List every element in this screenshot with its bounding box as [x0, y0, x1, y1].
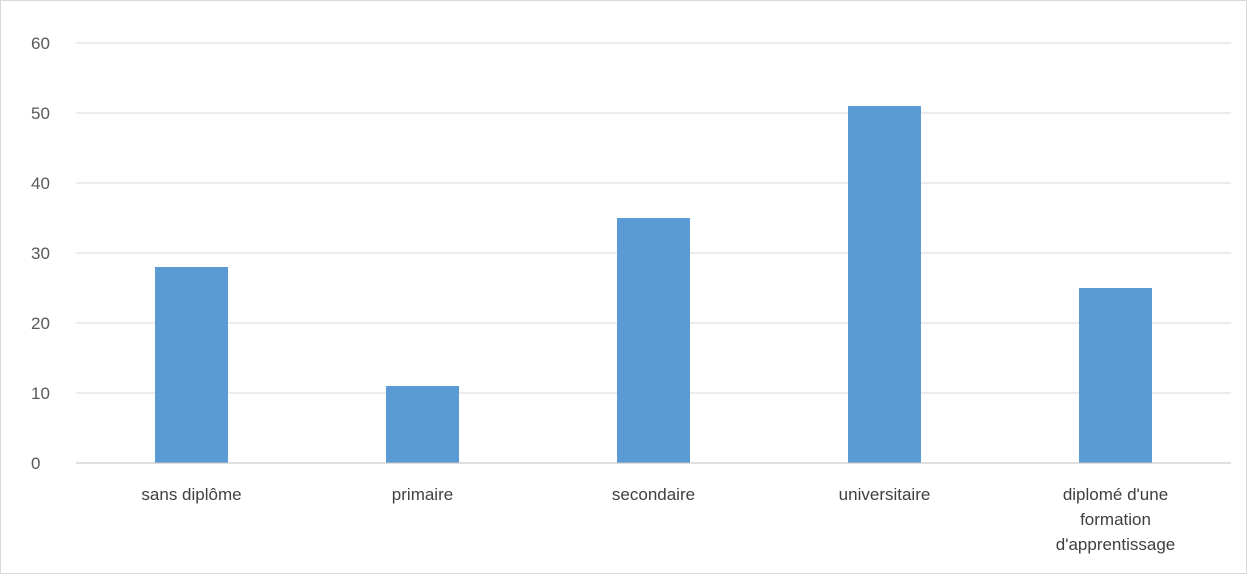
y-tick-label: 50 [31, 104, 50, 123]
x-category-label-line: formation [1080, 510, 1151, 529]
y-tick-label: 0 [31, 454, 40, 473]
bar [1079, 288, 1152, 463]
x-category-label: universitaire [839, 485, 931, 504]
x-axis-category-labels: sans diplôme primaire secondaire universita… [141, 485, 1175, 554]
x-category-label-line: secondaire [612, 485, 695, 504]
y-tick-label: 20 [31, 314, 50, 333]
x-category-label-line: primaire [392, 485, 453, 504]
x-category-label-line: universitaire [839, 485, 931, 504]
x-category-label: sans diplôme [141, 485, 241, 504]
y-tick-label: 10 [31, 384, 50, 403]
bar [155, 267, 228, 463]
bars [155, 106, 1152, 463]
bar [848, 106, 921, 463]
y-tick-label: 40 [31, 174, 50, 193]
y-axis-tick-labels: 0 10 20 30 40 50 60 [31, 34, 50, 473]
x-category-label-line: sans diplôme [141, 485, 241, 504]
x-category-label-line: diplomé d'une [1063, 485, 1168, 504]
x-category-label: secondaire [612, 485, 695, 504]
bar [386, 386, 459, 463]
y-tick-label: 60 [31, 34, 50, 53]
x-category-label: primaire [392, 485, 453, 504]
x-category-label-line: d'apprentissage [1056, 535, 1176, 554]
bar [617, 218, 690, 463]
y-tick-label: 30 [31, 244, 50, 263]
x-category-label: diplomé d'une formation d'apprentissage [1056, 485, 1176, 554]
